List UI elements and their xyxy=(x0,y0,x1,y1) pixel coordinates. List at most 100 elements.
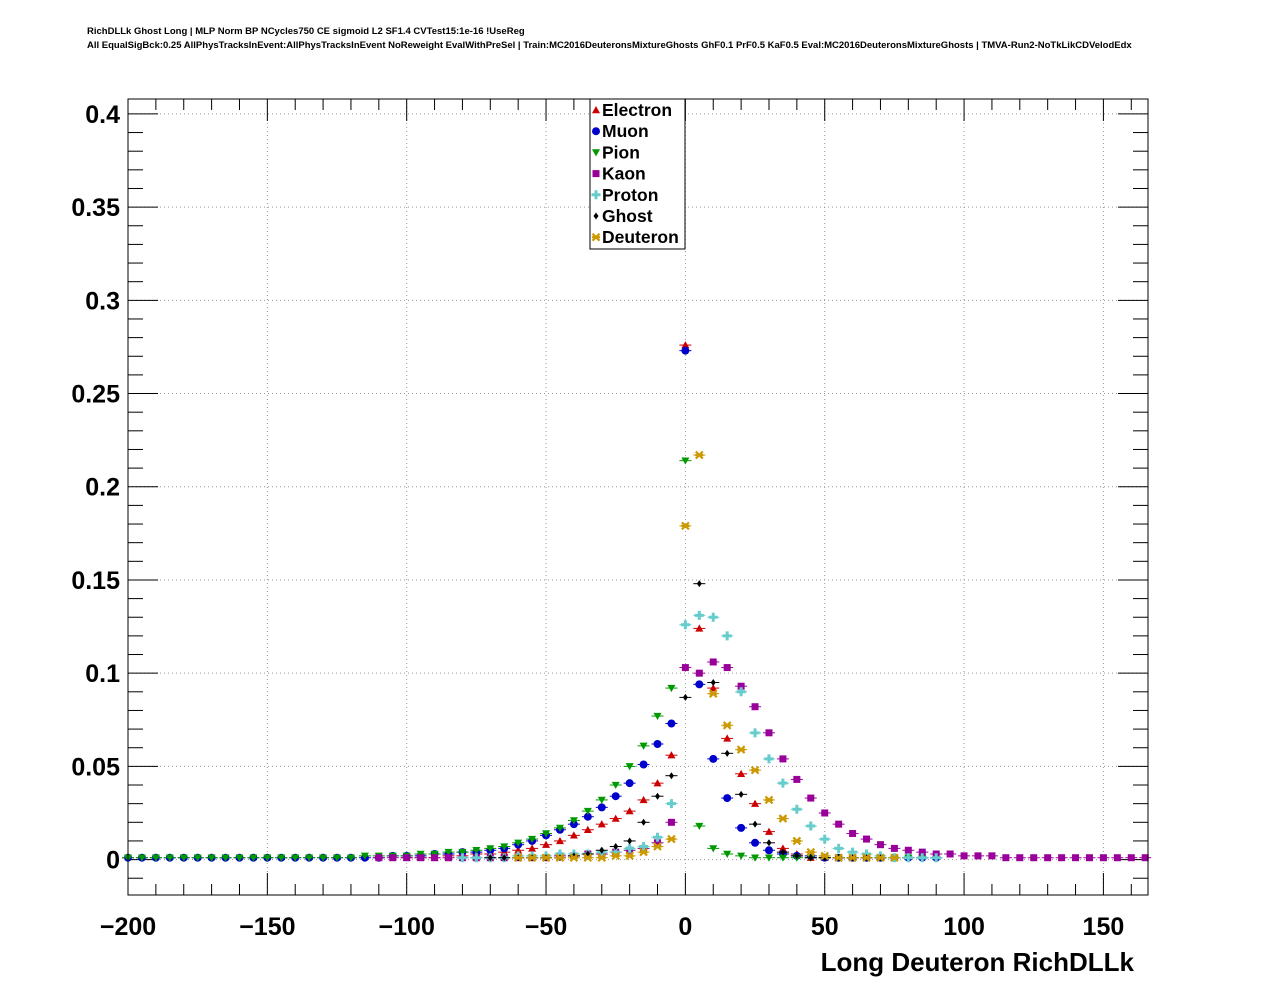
ghost-point xyxy=(696,580,702,588)
pion-point xyxy=(179,854,188,862)
kaon-point xyxy=(807,794,815,802)
muon-point xyxy=(751,838,760,847)
deuteron-point xyxy=(513,853,523,862)
electron-point xyxy=(639,795,648,804)
deuteron-point xyxy=(541,853,551,862)
pion-point xyxy=(611,781,620,790)
pion-point xyxy=(207,854,216,862)
legend-label-proton: Proton xyxy=(602,185,658,205)
kaon-point xyxy=(444,854,452,862)
pion-point xyxy=(137,854,146,862)
kaon-point xyxy=(417,854,425,862)
pion-point xyxy=(625,763,634,771)
deuteron-point xyxy=(722,721,732,730)
kaon-point xyxy=(821,809,829,817)
pion-point xyxy=(569,817,578,825)
deuteron-point xyxy=(806,847,816,857)
pion-point xyxy=(695,822,704,831)
pion-point xyxy=(486,845,495,853)
ghost-point xyxy=(668,772,674,780)
kaon-point xyxy=(876,841,884,849)
electron-point xyxy=(764,827,773,835)
pion-point xyxy=(346,854,355,862)
pion-point xyxy=(277,854,286,862)
ghost-point xyxy=(682,693,688,701)
ghost-point xyxy=(724,749,730,757)
electron-point xyxy=(625,807,634,815)
kaon-point xyxy=(723,664,731,672)
proton-point xyxy=(625,843,635,853)
muon-point xyxy=(667,719,676,728)
kaon-point xyxy=(1058,854,1066,862)
kaon-point xyxy=(890,844,898,852)
pion-point xyxy=(360,852,369,860)
pion-point xyxy=(583,807,592,816)
kaon-point xyxy=(751,703,759,711)
ghost-point xyxy=(766,839,772,847)
muon-point xyxy=(723,794,732,803)
deuteron-point xyxy=(667,834,676,844)
deuteron-point xyxy=(583,853,593,862)
kaon-point xyxy=(389,854,397,862)
deuteron-point xyxy=(848,853,857,862)
ghost-point xyxy=(738,790,744,798)
x-tick-label: −150 xyxy=(239,913,295,941)
deuteron-point xyxy=(764,795,774,805)
proton-point xyxy=(778,778,788,788)
proton-point xyxy=(736,687,746,697)
deuteron-point xyxy=(639,847,648,857)
muon-point xyxy=(709,754,718,763)
pion-point xyxy=(597,796,606,804)
y-tick-label: 0.2 xyxy=(85,474,120,502)
deuteron-point xyxy=(653,842,662,851)
y-tick-label: 0.1 xyxy=(85,660,120,688)
electron-point xyxy=(681,341,690,349)
x-tick-label: −200 xyxy=(100,913,156,941)
proton-point xyxy=(555,849,565,859)
kaon-point xyxy=(1141,854,1149,862)
kaon-point xyxy=(1072,854,1080,862)
kaon-point xyxy=(667,818,675,826)
deuteron-point xyxy=(708,689,718,698)
deuteron-point xyxy=(681,521,690,531)
y-tick-label: 0.3 xyxy=(85,287,120,315)
series-muon xyxy=(122,346,943,862)
deuteron-point xyxy=(890,853,899,862)
chart-title-line-2: All EqualSigBck:0.25 AllPhysTracksInEven… xyxy=(87,40,1132,51)
pion-point xyxy=(333,854,342,862)
x-tick-label: 0 xyxy=(678,913,692,941)
kaon-point xyxy=(765,729,773,737)
muon-point xyxy=(597,803,606,812)
legend-marker-ghost xyxy=(593,212,599,220)
proton-point xyxy=(862,849,872,859)
pion-point xyxy=(305,854,314,862)
ghost-point xyxy=(501,854,507,862)
x-tick-label: −100 xyxy=(379,913,435,941)
legend-label-deuteron: Deuteron xyxy=(602,227,679,247)
legend-marker-kaon xyxy=(592,170,600,178)
pion-point xyxy=(667,684,676,693)
kaon-point xyxy=(1016,854,1024,862)
ghost-point xyxy=(794,852,800,860)
kaon-point xyxy=(681,664,689,672)
proton-point xyxy=(653,832,663,842)
pion-point xyxy=(764,854,773,862)
pion-point xyxy=(193,854,202,862)
legend-marker-electron xyxy=(592,106,600,114)
pion-point xyxy=(472,847,481,855)
pion-point xyxy=(235,854,244,862)
kaon-point xyxy=(904,846,912,854)
kaon-point xyxy=(863,835,871,843)
pion-point xyxy=(500,843,509,851)
pion-point xyxy=(528,835,537,844)
pion-point xyxy=(151,854,160,862)
electron-point xyxy=(695,624,704,632)
deuteron-point xyxy=(876,853,885,862)
deuteron-point xyxy=(834,853,843,862)
muon-point xyxy=(681,346,690,355)
y-tick-label: 0.4 xyxy=(85,101,120,129)
kaon-point xyxy=(1099,854,1107,862)
deuteron-point xyxy=(750,765,760,775)
legend-marker-pion xyxy=(592,149,600,157)
pion-point xyxy=(555,824,564,832)
